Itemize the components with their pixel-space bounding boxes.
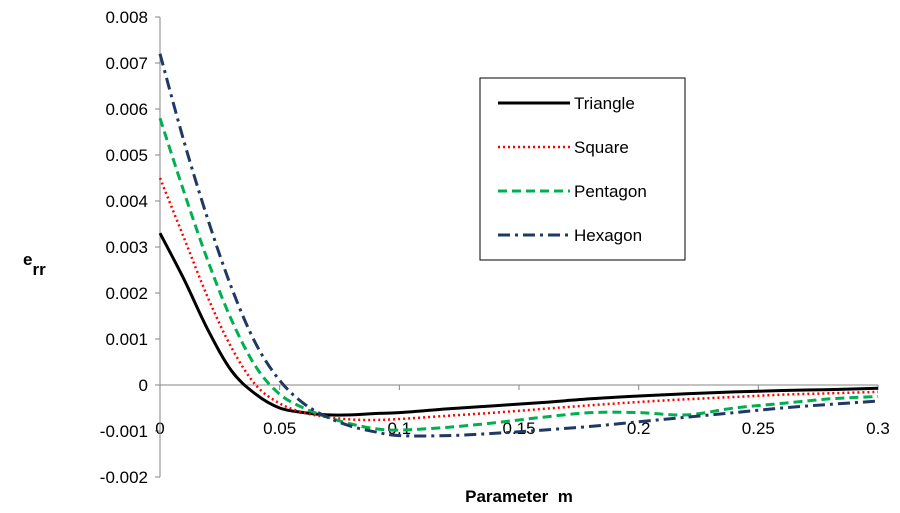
y-axis-ticks: -0.002 -0.001 0 0.001 0.002 0.003 0.004 0.005 0.… (100, 8, 160, 487)
y-tick-label: 0.006 (105, 100, 148, 119)
x-tick-label: 0.05 (263, 419, 296, 438)
legend: Triangle Square Pentagon Hexagon (479, 77, 686, 261)
y-tick-label: 0.002 (105, 284, 148, 303)
x-tick-label: 0.3 (866, 419, 890, 438)
x-axis-title: Parameter m (465, 487, 573, 506)
series-line-pentagon (158, 117, 879, 432)
series-lines (158, 53, 879, 438)
x-tick-label: 0.1 (388, 419, 412, 438)
y-tick-label: 0.003 (105, 238, 148, 257)
y-tick-label: -0.001 (100, 422, 148, 441)
y-axis-title-subscript: rr (32, 260, 46, 279)
series-line-hexagon (158, 53, 879, 438)
series-line-square (158, 177, 879, 422)
y-tick-label: 0.005 (105, 146, 148, 165)
legend-box (479, 77, 686, 261)
series-line-triangle (158, 232, 879, 417)
legend-label-triangle: Triangle (574, 94, 635, 113)
legend-label-pentagon: Pentagon (574, 182, 647, 201)
x-tick-label: 0.25 (742, 419, 775, 438)
y-axis-title: err (23, 250, 46, 279)
y-tick-label: -0.002 (100, 468, 148, 487)
y-tick-label: 0.001 (105, 330, 148, 349)
legend-label-square: Square (574, 138, 629, 157)
legend-label-hexagon: Hexagon (574, 226, 642, 245)
y-tick-label: 0.004 (105, 192, 148, 211)
y-tick-label: 0.007 (105, 54, 148, 73)
y-tick-label: 0 (139, 376, 148, 395)
y-axis-title-main: e (23, 250, 32, 269)
x-tick-label: 0.15 (502, 419, 535, 438)
y-tick-label: 0.008 (105, 8, 148, 27)
